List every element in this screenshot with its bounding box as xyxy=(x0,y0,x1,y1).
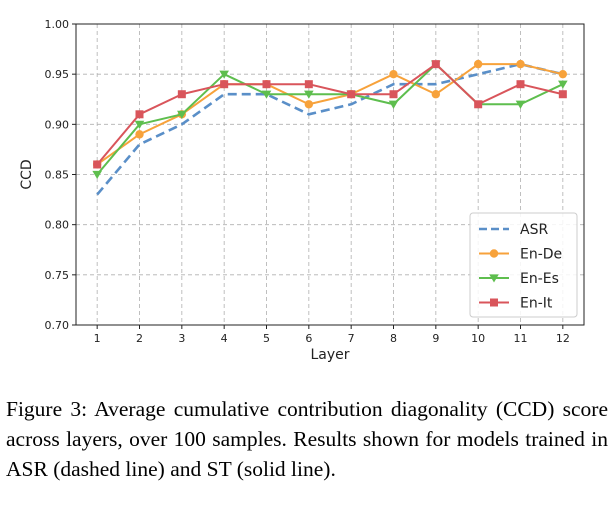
y-tick-label: 0.95 xyxy=(45,68,70,81)
data-point-en-it xyxy=(135,110,144,119)
line-chart: 1 2 3 4 5 6 7 8 9 10 11 120.700.750.800.850.900.951… xyxy=(19,18,585,363)
data-point-en-de xyxy=(473,59,483,69)
legend-marker-en-it xyxy=(490,298,498,307)
x-tick-label: 5 xyxy=(263,332,270,345)
data-point-en-es xyxy=(92,170,102,180)
data-point-en-it xyxy=(431,60,440,69)
legend-label-asr: ASR xyxy=(520,222,548,238)
series-line-en-it xyxy=(96,63,564,166)
data-point-en-es xyxy=(388,100,399,109)
series-line-en-es xyxy=(96,63,564,176)
y-tick-label: 0.85 xyxy=(45,169,70,182)
data-point-en-it xyxy=(516,80,525,89)
x-tick-label: 12 xyxy=(556,332,570,345)
series-asr xyxy=(96,62,564,196)
legend-label-en-it: En-It xyxy=(520,296,553,312)
data-point-en-es xyxy=(219,70,229,79)
legend-entry-en-it: En-It xyxy=(479,296,553,312)
y-tick-label: 0.80 xyxy=(45,219,70,232)
data-point-en-es xyxy=(177,110,187,119)
legend-entry-en-de: En-De xyxy=(479,247,562,263)
data-point-en-es xyxy=(304,90,314,99)
x-tick-label: 11 xyxy=(514,332,528,345)
x-tick-label: 1 xyxy=(94,332,101,345)
series-line-en-de xyxy=(96,63,564,166)
grid xyxy=(76,23,584,326)
x-tick-label: 10 xyxy=(471,332,485,345)
y-tick-label: 0.75 xyxy=(45,269,70,282)
series-en-it xyxy=(93,60,567,169)
series-line-asr xyxy=(96,62,564,196)
x-tick-label: 3 xyxy=(178,332,185,345)
data-point-en-it xyxy=(474,100,483,109)
data-point-en-it xyxy=(347,90,356,99)
legend-entry-asr: ASR xyxy=(479,222,548,238)
data-point-en-it xyxy=(262,80,271,89)
legend-marker-en-de xyxy=(489,249,499,258)
figure-caption: Figure 3: Average cumulative contributio… xyxy=(6,397,608,481)
legend-label-en-de: En-De xyxy=(520,247,562,263)
legend-box xyxy=(469,212,578,318)
data-point-en-de xyxy=(558,69,568,79)
x-tick-label: 9 xyxy=(432,332,439,345)
data-point-en-es xyxy=(134,120,145,129)
data-point-en-es xyxy=(558,80,568,89)
x-axis-label: Layer xyxy=(310,347,349,363)
data-point-en-de xyxy=(389,69,398,79)
data-point-en-de xyxy=(516,59,525,69)
x-tick-label: 2 xyxy=(136,332,143,345)
legend-entry-en-es: En-Es xyxy=(479,271,559,287)
data-point-en-de xyxy=(304,100,314,109)
y-axis-label: CCD xyxy=(19,159,35,189)
legend-marker-en-es xyxy=(489,274,499,283)
legend: ASR En-De En-Es En-It xyxy=(469,212,578,318)
data-point-en-it xyxy=(93,160,102,169)
y-tick-label: 0.90 xyxy=(45,118,70,131)
legend-label-en-es: En-Es xyxy=(520,271,559,287)
data-point-en-it xyxy=(177,90,186,99)
data-point-en-de xyxy=(431,90,441,99)
series-layer xyxy=(92,59,568,196)
series-en-de xyxy=(92,59,568,169)
y-tick-label: 1.00 xyxy=(45,18,70,31)
data-point-en-it xyxy=(220,80,229,89)
data-point-en-it xyxy=(304,80,313,89)
y-tick-label: 0.70 xyxy=(45,319,70,332)
tick-labels: 1 2 3 4 5 6 7 8 9 10 11 120.700.750.800.850.900.951… xyxy=(45,18,570,345)
series-en-es xyxy=(92,60,568,180)
data-point-en-it xyxy=(389,90,398,99)
x-tick-label: 8 xyxy=(390,332,397,345)
x-tick-label: 7 xyxy=(348,332,355,345)
data-point-en-es xyxy=(515,100,526,109)
data-point-en-de xyxy=(135,130,144,139)
data-point-en-es xyxy=(261,90,272,99)
data-point-en-it xyxy=(558,90,567,99)
x-tick-label: 6 xyxy=(305,332,312,345)
x-tick-label: 4 xyxy=(221,332,228,345)
